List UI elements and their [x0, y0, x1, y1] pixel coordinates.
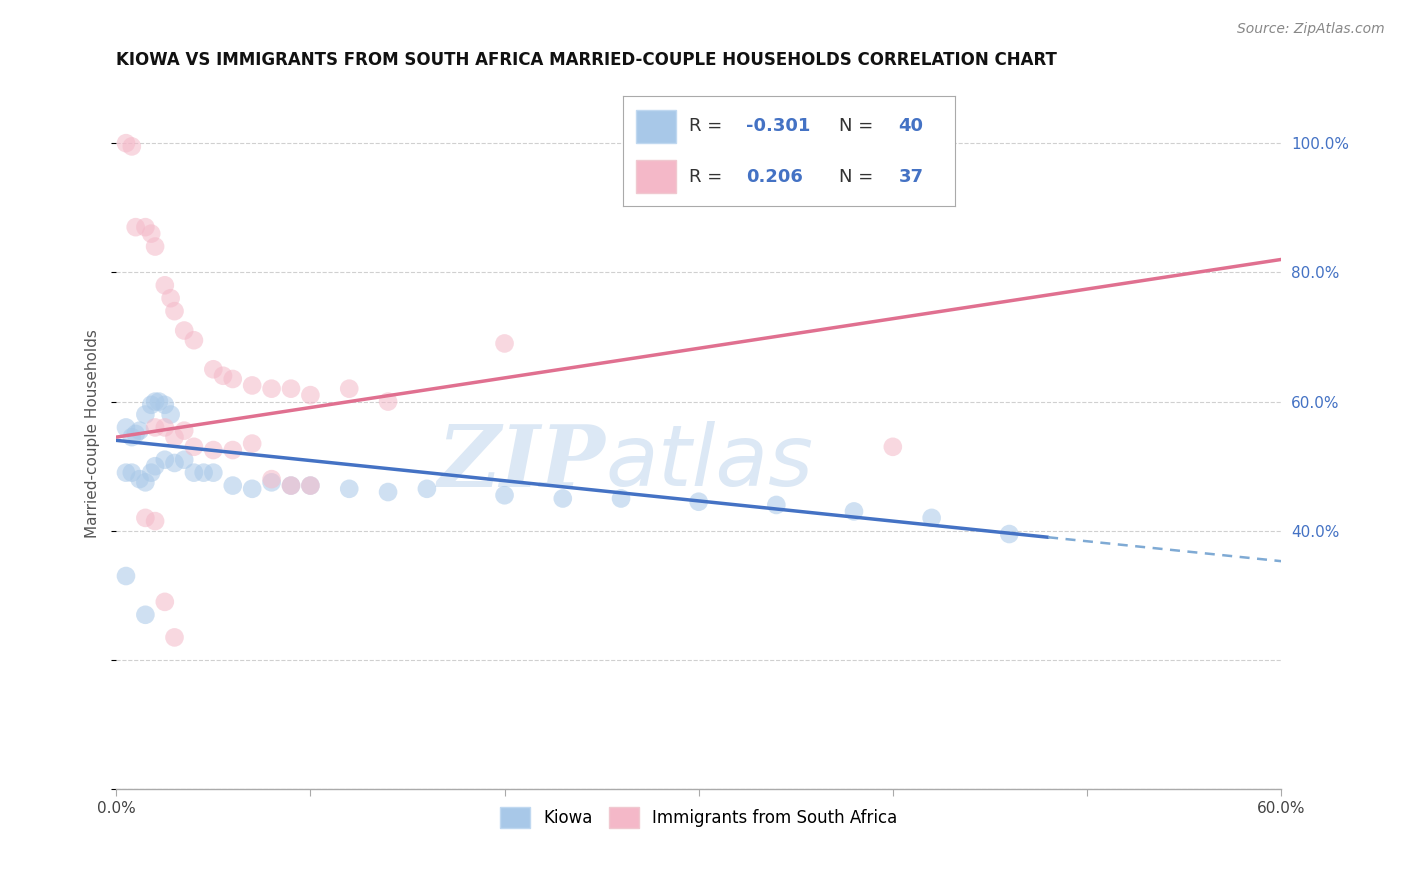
Point [163, 631, 186, 645]
Point [202, 466, 225, 480]
Point [183, 333, 205, 347]
Point [998, 527, 1021, 541]
Point [494, 336, 516, 351]
Point [128, 424, 150, 438]
Point [280, 478, 302, 492]
Point [222, 372, 245, 386]
Point [240, 378, 263, 392]
Point [121, 466, 143, 480]
Point [134, 475, 156, 490]
Text: ZIP: ZIP [437, 420, 606, 504]
Point [377, 485, 399, 500]
Text: Source: ZipAtlas.com: Source: ZipAtlas.com [1237, 22, 1385, 37]
Point [202, 362, 225, 376]
Point [115, 420, 138, 434]
Point [260, 475, 283, 490]
Point [134, 607, 156, 622]
Point [299, 388, 322, 402]
Point [163, 456, 186, 470]
Point [173, 424, 195, 438]
Point [128, 472, 150, 486]
Point [240, 482, 263, 496]
Point [416, 482, 439, 496]
Point [121, 430, 143, 444]
Point [125, 426, 148, 441]
Point [159, 408, 181, 422]
Point [337, 482, 360, 496]
Point [143, 459, 166, 474]
Point [212, 368, 235, 383]
Point [115, 136, 138, 151]
Point [159, 291, 181, 305]
Point [134, 511, 156, 525]
Point [115, 569, 138, 583]
Point [125, 220, 148, 235]
Point [183, 440, 205, 454]
Point [173, 452, 195, 467]
Point [688, 494, 710, 508]
Point [153, 398, 176, 412]
Point [299, 478, 322, 492]
Point [260, 472, 283, 486]
Legend: Kiowa, Immigrants from South Africa: Kiowa, Immigrants from South Africa [494, 800, 904, 834]
Point [143, 514, 166, 528]
Point [121, 139, 143, 153]
Point [842, 504, 865, 518]
Point [280, 382, 302, 396]
Point [494, 488, 516, 502]
Point [299, 478, 322, 492]
Point [141, 466, 163, 480]
Point [765, 498, 787, 512]
Point [222, 443, 245, 458]
Point [173, 324, 195, 338]
Point [153, 452, 176, 467]
Point [141, 227, 163, 241]
Point [163, 304, 186, 318]
Point [610, 491, 633, 506]
Point [183, 466, 205, 480]
Point [280, 478, 302, 492]
Point [115, 466, 138, 480]
Point [163, 430, 186, 444]
Point [193, 466, 215, 480]
Point [134, 408, 156, 422]
Point [143, 420, 166, 434]
Point [143, 239, 166, 253]
Text: KIOWA VS IMMIGRANTS FROM SOUTH AFRICA MARRIED-COUPLE HOUSEHOLDS CORRELATION CHAR: KIOWA VS IMMIGRANTS FROM SOUTH AFRICA MA… [117, 51, 1057, 69]
Point [134, 220, 156, 235]
Point [202, 443, 225, 458]
Y-axis label: Married-couple Households: Married-couple Households [86, 329, 100, 539]
Text: atlas: atlas [606, 421, 814, 504]
Point [153, 278, 176, 293]
Point [141, 398, 163, 412]
Point [921, 511, 943, 525]
Point [882, 440, 904, 454]
Point [551, 491, 574, 506]
Point [377, 394, 399, 409]
Point [153, 595, 176, 609]
Point [222, 478, 245, 492]
Point [240, 436, 263, 450]
Point [260, 382, 283, 396]
Point [143, 394, 166, 409]
Point [153, 420, 176, 434]
Point [148, 394, 170, 409]
Point [337, 382, 360, 396]
